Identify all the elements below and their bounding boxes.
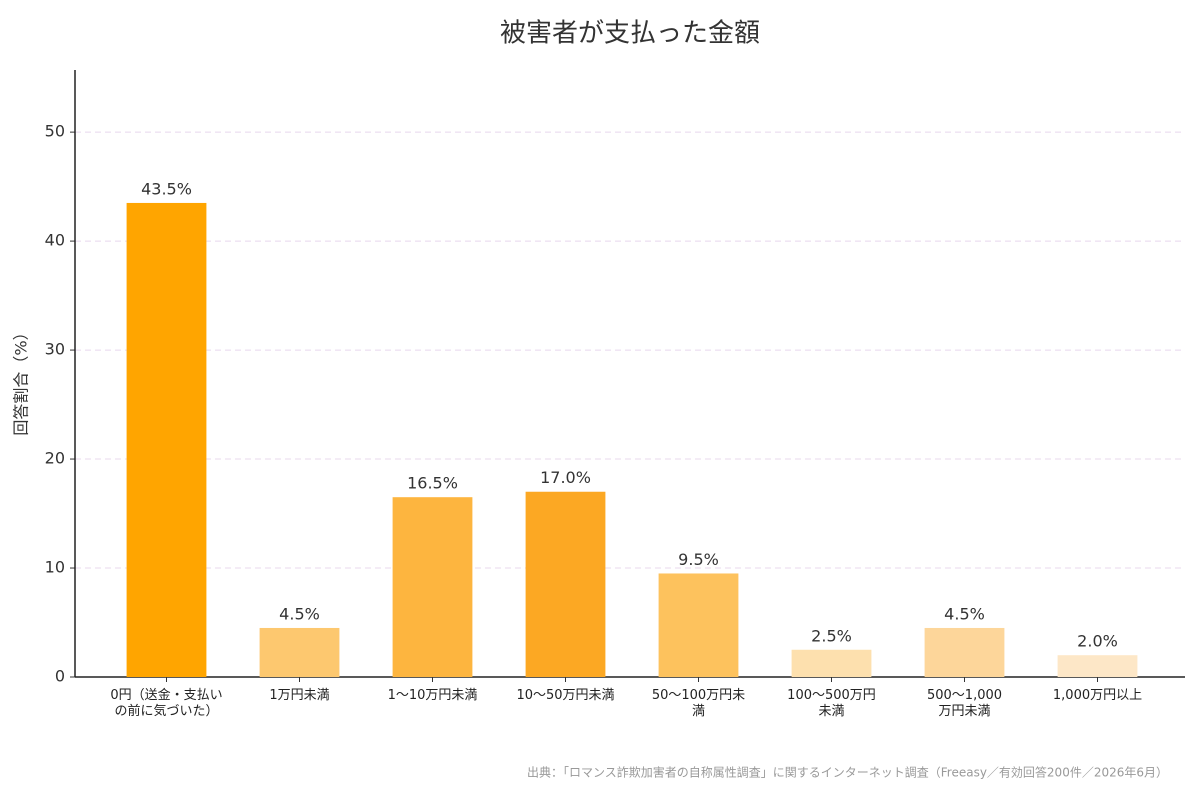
x-tick-label: 1万円未満: [269, 688, 330, 703]
value-label: 4.5%: [279, 604, 320, 623]
x-tick-label: 50〜100万円未 満: [651, 688, 746, 719]
value-label: 16.5%: [407, 474, 458, 493]
bar: [392, 497, 473, 677]
y-tick-label: 20: [45, 449, 65, 468]
bar: [924, 627, 1005, 677]
x-tick-label: 0円（送金・支払い の前に気づいた）: [110, 688, 223, 719]
bar: [1057, 655, 1138, 677]
y-tick-label: 30: [45, 340, 65, 359]
x-tick-label: 1〜10万円未満: [387, 688, 478, 703]
value-label: 9.5%: [678, 550, 719, 569]
bar: [126, 202, 207, 677]
source-note: 出典：「ロマンス詐欺加害者の自称属性調査」に関するインターネット調査（Freea…: [527, 765, 1168, 780]
bar: [791, 649, 872, 677]
value-label: 2.5%: [811, 626, 852, 645]
y-tick-label: 40: [45, 231, 65, 250]
value-label: 2.0%: [1077, 632, 1118, 651]
x-tick-label: 1,000万円以上: [1052, 688, 1143, 703]
y-tick-label: 50: [45, 122, 65, 141]
y-tick-label: 10: [45, 558, 65, 577]
x-tick-label: 100〜500万円 未満: [787, 688, 876, 719]
value-label: 17.0%: [540, 468, 591, 487]
x-tick-label: 10〜50万円未満: [516, 688, 615, 703]
bar: [259, 627, 340, 677]
y-tick-label: 0: [55, 667, 65, 686]
bar: [525, 491, 606, 677]
bar: [658, 573, 739, 677]
chart-title: 被害者が支払った金額: [500, 19, 760, 49]
value-label: 43.5%: [141, 179, 192, 198]
x-tick-label: 500〜1,000 万円未満: [926, 688, 1003, 719]
y-axis-label: 回答割合（%）: [12, 324, 31, 435]
value-label: 4.5%: [944, 604, 985, 623]
